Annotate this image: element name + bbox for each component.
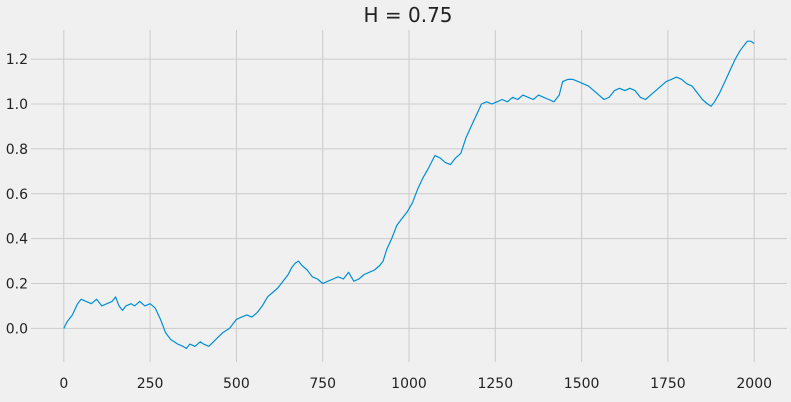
y-tick-label: 0.6 xyxy=(6,187,28,203)
x-tick-label: 250 xyxy=(137,376,164,392)
grid xyxy=(31,30,787,362)
series-line xyxy=(63,40,755,350)
x-tick-label: 1750 xyxy=(650,376,686,392)
y-tick-label: 0.8 xyxy=(6,142,28,158)
x-tick-label: 1250 xyxy=(477,376,513,392)
x-tick-label: 2000 xyxy=(736,376,772,392)
y-tick-label: 0.0 xyxy=(6,321,28,337)
x-tick-label: 500 xyxy=(223,376,250,392)
y-tick-labels: 0.0 0.2 0.4 0.6 0.8 1.0 1.2 xyxy=(6,52,28,337)
y-tick-label: 1.2 xyxy=(6,52,28,68)
x-tick-label: 750 xyxy=(309,376,336,392)
y-tick-label: 0.4 xyxy=(6,232,28,248)
x-tick-label: 1500 xyxy=(564,376,600,392)
chart-title: H = 0.75 xyxy=(363,3,452,27)
x-tick-label: 0 xyxy=(59,376,68,392)
y-tick-label: 0.2 xyxy=(6,276,28,292)
y-tick-label: 1.0 xyxy=(6,97,28,113)
x-tick-labels: 0 250 500 750 1000 1250 1500 1750 2000 xyxy=(59,376,772,392)
series-group xyxy=(63,40,755,350)
x-tick-label: 1000 xyxy=(391,376,427,392)
